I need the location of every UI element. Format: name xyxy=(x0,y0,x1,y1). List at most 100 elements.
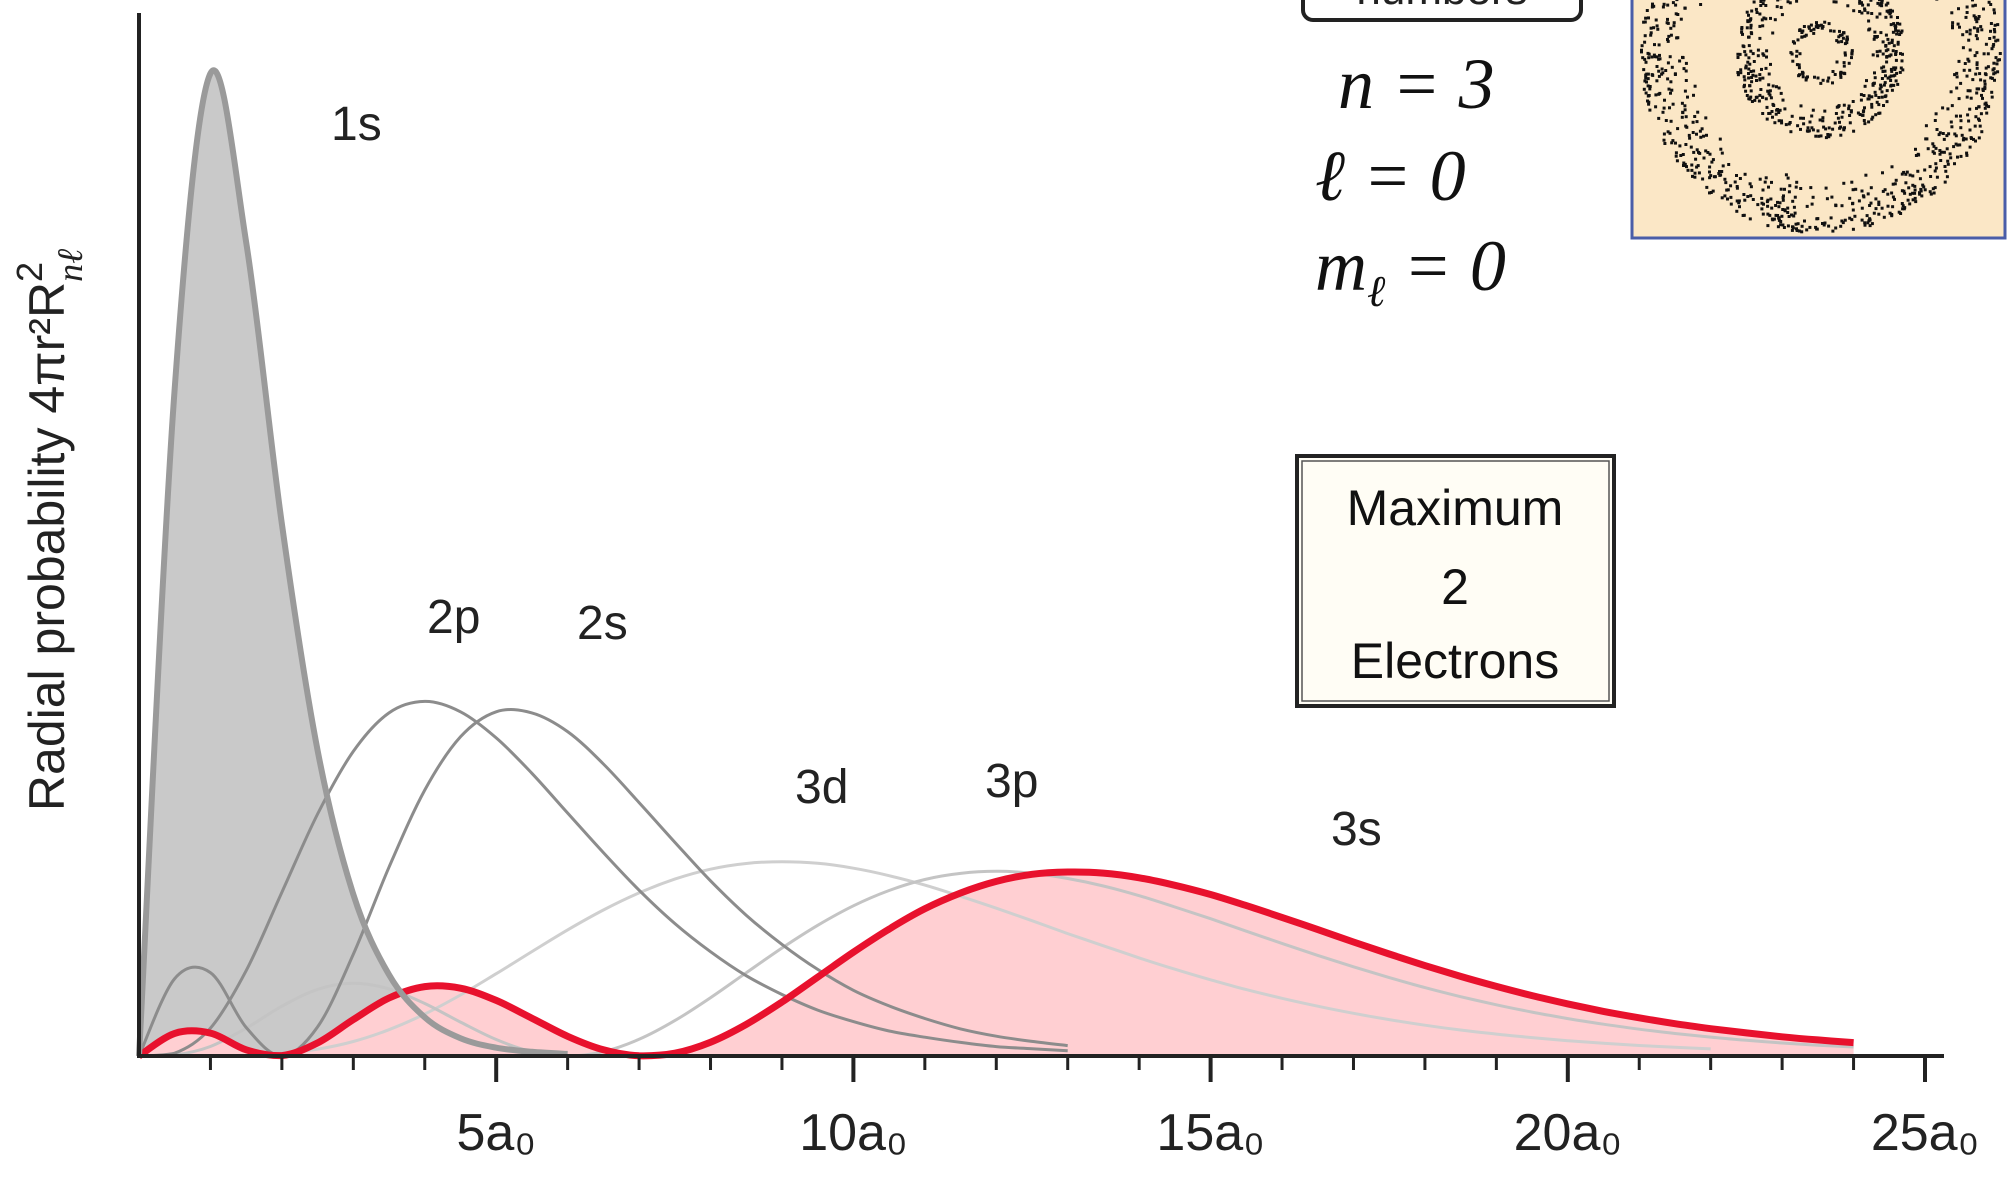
dot xyxy=(1873,30,1877,34)
dot xyxy=(1919,189,1923,193)
dot xyxy=(1794,222,1798,226)
dot xyxy=(1850,52,1854,56)
dot xyxy=(1935,0,1939,1)
ml-m: m xyxy=(1315,226,1367,306)
dot xyxy=(1762,16,1766,20)
dot xyxy=(1758,177,1762,181)
dot xyxy=(1891,9,1894,13)
dot xyxy=(1761,188,1765,192)
dot xyxy=(1767,83,1771,87)
dot xyxy=(1770,217,1774,221)
dot xyxy=(1686,95,1689,99)
dot xyxy=(1793,211,1797,215)
dot xyxy=(1735,199,1739,203)
dot xyxy=(1784,123,1788,127)
dot xyxy=(1967,38,1971,42)
dot xyxy=(1845,35,1849,39)
dot xyxy=(1821,78,1825,82)
dot xyxy=(1955,86,1959,90)
dot xyxy=(1781,208,1785,211)
dot xyxy=(1780,119,1783,123)
dot xyxy=(1655,79,1659,83)
dot xyxy=(1865,214,1869,218)
dot xyxy=(1861,194,1865,198)
dot xyxy=(1894,79,1898,83)
dot xyxy=(1839,73,1843,77)
dot xyxy=(1792,205,1796,209)
dot xyxy=(1786,211,1790,214)
dot xyxy=(1989,22,1993,25)
dot xyxy=(1966,113,1970,117)
dot xyxy=(1842,181,1846,185)
dot xyxy=(1965,11,1969,14)
line xyxy=(137,868,1854,1060)
dot xyxy=(1759,0,1763,3)
dot xyxy=(1755,11,1759,14)
dot xyxy=(1743,78,1747,82)
dot xyxy=(1663,98,1666,102)
dot xyxy=(1669,119,1673,123)
dot xyxy=(1747,13,1750,17)
dot xyxy=(1959,154,1963,158)
dot xyxy=(1868,204,1872,207)
dot xyxy=(1645,9,1649,12)
dot xyxy=(1968,128,1972,132)
dot xyxy=(1892,22,1896,26)
dot xyxy=(1647,102,1651,106)
dot xyxy=(1684,115,1688,119)
dot xyxy=(1748,97,1752,101)
dot xyxy=(1881,40,1885,44)
dot xyxy=(1916,169,1920,173)
dot xyxy=(1889,74,1893,78)
dot xyxy=(1685,165,1688,169)
dot xyxy=(1811,128,1815,132)
dot xyxy=(1792,214,1796,218)
dot xyxy=(1775,108,1779,112)
dot xyxy=(1786,206,1790,210)
dot xyxy=(1775,5,1779,9)
dot xyxy=(1780,121,1784,125)
dot xyxy=(1736,52,1740,56)
dot xyxy=(1894,50,1898,53)
dot xyxy=(1802,25,1806,28)
dot xyxy=(1644,76,1648,80)
dot xyxy=(1932,144,1936,148)
x-tick-label: 20a₀ xyxy=(1514,1104,1622,1162)
dot xyxy=(1888,211,1892,215)
dot xyxy=(1821,25,1825,28)
dot xyxy=(1765,105,1769,109)
dot xyxy=(1660,72,1664,76)
dot xyxy=(1882,104,1885,107)
dot xyxy=(1657,43,1661,47)
dot xyxy=(1827,224,1831,228)
dot xyxy=(1739,68,1743,72)
dot xyxy=(1892,74,1895,78)
dot xyxy=(1753,98,1757,102)
dot xyxy=(1682,67,1686,71)
dot xyxy=(1800,31,1804,34)
dot xyxy=(1670,65,1674,69)
dot xyxy=(1892,83,1896,87)
dot xyxy=(1719,147,1723,151)
dot xyxy=(1884,74,1887,78)
dot xyxy=(1977,105,1981,109)
dot xyxy=(1830,195,1834,199)
dot xyxy=(1679,154,1683,157)
dot xyxy=(1931,142,1935,146)
dot xyxy=(1787,190,1791,194)
dot xyxy=(1758,12,1762,16)
quantum-ml: mℓ = 0 xyxy=(1315,226,1506,316)
dot xyxy=(1939,159,1943,162)
dot xyxy=(1881,70,1885,73)
dot xyxy=(1756,203,1760,207)
dot xyxy=(1979,78,1983,82)
dot xyxy=(1736,73,1740,77)
dot xyxy=(1755,95,1759,99)
dot xyxy=(1747,72,1750,75)
dot xyxy=(1863,221,1867,225)
dot xyxy=(1986,52,1990,56)
dot xyxy=(1996,70,2000,74)
dot xyxy=(1847,107,1851,111)
dot xyxy=(1666,61,1670,65)
dot xyxy=(1686,168,1690,172)
